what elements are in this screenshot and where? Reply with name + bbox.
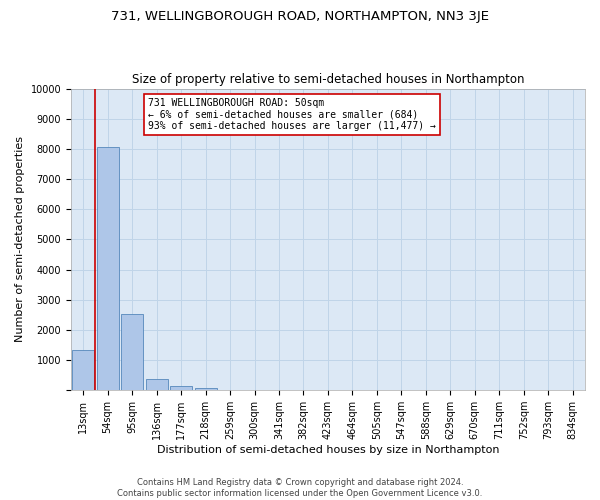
Bar <box>97 148 119 390</box>
X-axis label: Distribution of semi-detached houses by size in Northampton: Distribution of semi-detached houses by … <box>157 445 499 455</box>
Title: Size of property relative to semi-detached houses in Northampton: Size of property relative to semi-detach… <box>132 73 524 86</box>
Text: 731, WELLINGBOROUGH ROAD, NORTHAMPTON, NN3 3JE: 731, WELLINGBOROUGH ROAD, NORTHAMPTON, N… <box>111 10 489 23</box>
Text: Contains HM Land Registry data © Crown copyright and database right 2024.
Contai: Contains HM Land Registry data © Crown c… <box>118 478 482 498</box>
Bar <box>146 379 167 390</box>
Bar <box>194 388 217 390</box>
Bar <box>170 386 192 390</box>
Text: 731 WELLINGBOROUGH ROAD: 50sqm
← 6% of semi-detached houses are smaller (684)
93: 731 WELLINGBOROUGH ROAD: 50sqm ← 6% of s… <box>148 98 436 131</box>
Y-axis label: Number of semi-detached properties: Number of semi-detached properties <box>15 136 25 342</box>
Bar <box>121 314 143 390</box>
Bar <box>72 350 94 390</box>
